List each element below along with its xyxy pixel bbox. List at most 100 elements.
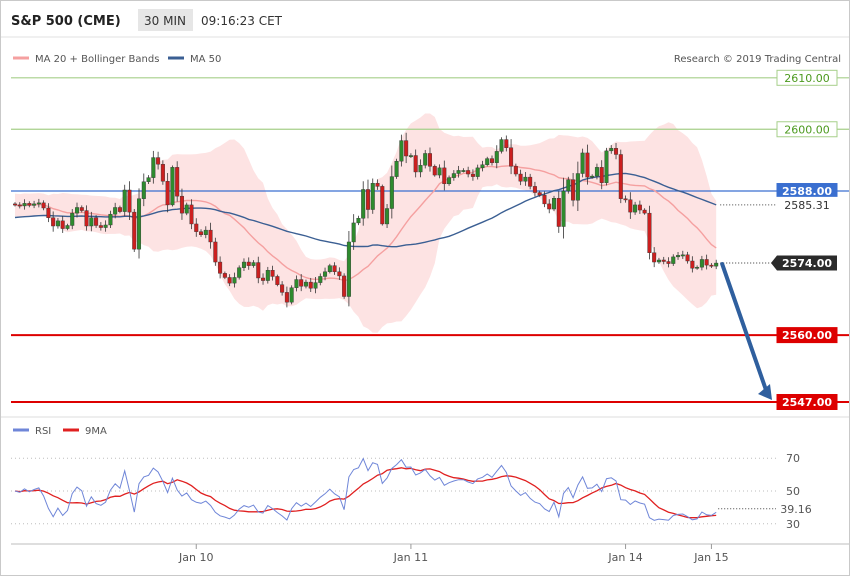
candle-body [532,186,537,193]
candle-body [652,252,657,263]
candle-body [337,271,342,277]
candle-body [714,262,719,267]
forecast-arrow-head [758,384,772,400]
rsi-tick-label: 30 [786,518,800,531]
candle-body [418,165,423,173]
candle-body [370,183,375,210]
candle-body [284,292,289,303]
candle-body [614,148,619,155]
candle-body [60,220,65,229]
candle-body [51,217,56,227]
candle-body [704,259,709,266]
candle-body [695,266,700,269]
candle-body [132,211,137,250]
candle-body [656,259,661,263]
candle-body [22,203,27,207]
candle-body [151,157,156,178]
candle-body [599,167,604,183]
candle-body [179,195,184,214]
candle-body [671,256,676,264]
x-tick-label: Jan 10 [178,551,213,564]
candle-body [79,207,84,211]
candle-body [208,229,213,243]
candle-body [523,176,528,182]
candle-body [289,287,294,303]
candle-body [518,173,523,182]
candle-body [275,276,280,285]
candle-body [89,217,94,227]
candle-body [246,261,251,266]
candle-body [175,167,180,197]
level-label-pivot: 2588.00 [782,185,832,198]
candle-body [280,284,285,293]
candle-body [432,166,437,176]
candle-body [141,181,146,199]
candle-body [470,173,475,177]
rsi-tick-label: 50 [786,485,800,498]
candle-body [594,167,599,177]
candle-body [690,260,695,269]
candle-body [170,167,175,206]
candle-body [32,203,37,206]
candle-body [227,277,232,284]
candle-body [666,261,671,264]
rsi-last-label: 39.16 [780,503,812,516]
candle-body [485,158,490,165]
candle-body [36,202,41,205]
candle-body [680,254,685,257]
candle-body [513,166,518,175]
level-label-ma50: 2585.31 [784,199,830,212]
candle-body [590,175,595,178]
candle-body [346,241,351,297]
candle-body [318,276,323,283]
candle-body [661,259,666,262]
candle-body [442,167,447,185]
candle-body [628,199,633,213]
timeframe-badge[interactable] [138,9,193,31]
copyright-label: Research © 2019 Trading Central [674,54,841,65]
candle-body [46,207,51,218]
candle-body [332,265,337,273]
candle-body [113,207,118,215]
rsi-panel: 70 50 30 39.16 [11,452,815,531]
candle-body [218,261,223,274]
candle-body [65,225,70,229]
symbol-title: S&P 500 (CME) [11,14,121,29]
candle-body [342,275,347,297]
candle-body [146,177,151,182]
candle-body [490,158,495,163]
level-label-last: 2574.00 [782,257,832,270]
candle-body [580,152,585,174]
candle-body [499,139,504,152]
candle-body [213,241,218,263]
candle-body [17,204,22,207]
level-label-box [771,255,837,271]
candle-body [618,154,623,199]
candle-body [475,167,480,177]
candle-body [84,210,89,227]
candle-body [222,273,227,278]
bollinger-band-area [15,113,717,333]
level-label-box [776,121,838,138]
candle-body [194,223,199,232]
candle-body [509,147,514,167]
candle-body [127,189,132,213]
candle-body [609,148,614,152]
candle-body [575,173,580,201]
timeframe-label[interactable]: 30 MIN [144,14,186,28]
candle-body [585,152,590,178]
clock-label: 09:16:23 CET [201,14,283,28]
rsi-ma-line [14,467,717,519]
candle-body [165,181,170,206]
candle-body [552,198,557,210]
level-label-box [776,394,838,410]
candle-body [404,140,409,157]
candle-body [423,153,428,166]
candle-body [308,281,313,289]
candle-body [709,264,714,267]
candle-body [389,176,394,209]
candle-body [108,213,113,226]
x-tick-label: Jan 14 [607,551,642,564]
